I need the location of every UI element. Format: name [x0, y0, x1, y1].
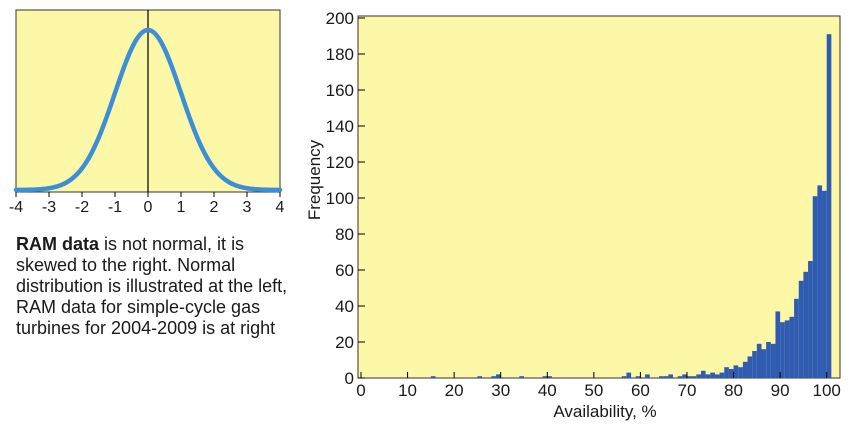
histogram-bar [770, 343, 776, 378]
normal-x-tick-label: 0 [144, 199, 153, 216]
histogram-bar [663, 376, 669, 378]
histogram-y-axis-label: Frequency [305, 139, 324, 220]
histogram-bar [645, 374, 650, 378]
histogram-bar [798, 280, 804, 378]
histogram-bar [733, 365, 739, 378]
histogram-x-tick-label: 50 [584, 381, 603, 400]
normal-x-ticks: -4 -3 -2 -1 0 1 2 3 4 [9, 192, 285, 216]
histogram-x-axis-label: Availability, % [553, 402, 656, 421]
histogram-bar [714, 374, 720, 378]
histogram-bar [808, 261, 813, 378]
histogram-bar [728, 369, 734, 378]
histogram-bar [724, 367, 729, 378]
histogram-y-tick-label: 140 [326, 117, 354, 136]
histogram-bar [766, 342, 771, 378]
histogram-bar [626, 372, 632, 378]
histogram-bar [542, 376, 548, 378]
histogram-bar [747, 356, 753, 378]
histogram-bar [705, 374, 711, 378]
histogram-bar [789, 316, 795, 378]
histogram-bar [742, 361, 748, 378]
histogram-bar [547, 376, 552, 378]
histogram-x-tick-label: 70 [678, 381, 697, 400]
histogram-bar [710, 372, 715, 378]
histogram-bar [812, 196, 818, 378]
histogram-bar [775, 311, 781, 378]
histogram-bar [430, 376, 436, 378]
histogram-y-ticks: 0 20 40 60 80 100 120 140 160 180 200 [326, 9, 365, 388]
normal-x-tick-label: -2 [75, 199, 89, 216]
normal-x-tick-label: -3 [42, 199, 56, 216]
normal-x-tick-label: 2 [210, 199, 219, 216]
histogram-bar [822, 190, 827, 378]
normal-x-tick-label: 1 [177, 199, 186, 216]
histogram-bar [677, 376, 683, 378]
histogram-bar [738, 367, 743, 378]
histogram-bar [519, 376, 524, 378]
histogram-y-tick-label: 100 [326, 189, 354, 208]
histogram-bar [621, 376, 627, 378]
histogram-y-tick-label: 200 [326, 9, 354, 28]
histogram-bar [756, 343, 762, 378]
histogram-bar [784, 320, 790, 378]
histogram-x-ticks: 0 10 20 30 40 50 60 70 80 90 100 [356, 372, 841, 400]
histogram-y-tick-label: 120 [326, 153, 354, 172]
caption-bold: RAM data [16, 234, 100, 254]
normal-x-tick-label: -1 [108, 199, 122, 216]
histogram-x-tick-label: 20 [445, 381, 464, 400]
histogram-y-tick-label: 0 [345, 369, 354, 388]
histogram-x-tick-label: 30 [491, 381, 510, 400]
normal-chart: -4 -3 -2 -1 0 1 2 3 4 [9, 9, 285, 216]
histogram-y-tick-label: 20 [335, 333, 354, 352]
histogram-bar [780, 322, 785, 378]
histogram-x-tick-label: 90 [771, 381, 790, 400]
histogram-bar [719, 372, 725, 378]
histogram-bar [668, 374, 674, 378]
histogram-x-tick-label: 10 [398, 381, 417, 400]
caption: RAM data is not normal, it is skewed to … [16, 234, 301, 339]
histogram-bar [803, 271, 809, 378]
histogram-bar [496, 374, 501, 378]
histogram-bar [477, 376, 483, 378]
histogram-bar [659, 376, 664, 378]
histogram-bar [761, 349, 767, 378]
histogram-y-tick-label: 80 [335, 225, 354, 244]
histogram-bar [491, 376, 497, 378]
normal-x-tick-label: 4 [276, 199, 285, 216]
histogram-y-tick-label: 40 [335, 297, 354, 316]
histogram-bar [696, 374, 701, 378]
histogram-bar [691, 376, 697, 378]
histogram-plot-area [357, 15, 841, 379]
histogram-chart: 0 20 40 60 80 100 120 140 160 180 200 0 10 20 30 40 50 6… [305, 9, 841, 421]
histogram-bar [682, 374, 687, 378]
histogram-bar [635, 376, 641, 378]
histogram-bar [794, 298, 799, 378]
histogram-bars [430, 34, 832, 378]
histogram-bar [826, 34, 832, 378]
histogram-bar [817, 185, 823, 378]
normal-x-tick-label: -4 [9, 199, 23, 216]
normal-curve [13, 27, 283, 193]
normal-x-tick-label: 3 [243, 199, 252, 216]
histogram-bar [686, 376, 692, 378]
histogram-y-tick-label: 60 [335, 261, 354, 280]
histogram-bar [752, 351, 757, 378]
histogram-x-tick-label: 80 [724, 381, 743, 400]
histogram-bar [700, 370, 706, 378]
histogram-x-tick-label: 0 [356, 381, 365, 400]
histogram-x-tick-label: 40 [538, 381, 557, 400]
histogram-x-tick-label: 60 [631, 381, 650, 400]
histogram-x-tick-label: 100 [812, 381, 840, 400]
caption-text: is not normal, it is skewed to the right… [16, 234, 288, 338]
histogram-y-tick-label: 160 [326, 81, 354, 100]
histogram-y-tick-label: 180 [326, 45, 354, 64]
